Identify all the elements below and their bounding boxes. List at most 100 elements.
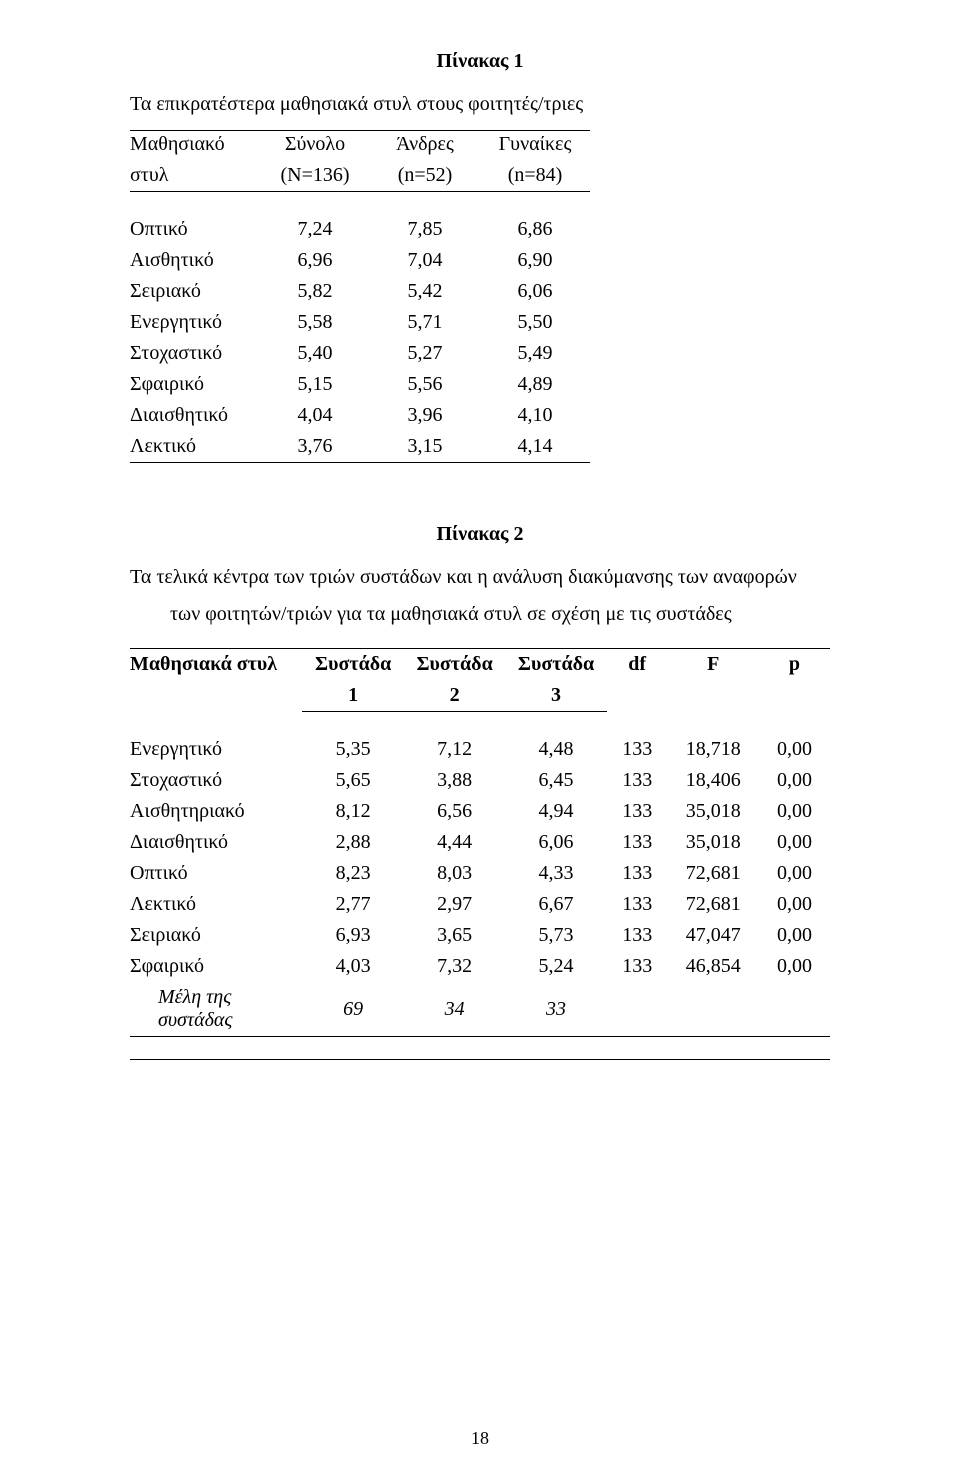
t2-cell: 35,018: [668, 796, 759, 827]
t2-cell: 133: [607, 889, 668, 920]
t2-cell: 3,88: [404, 765, 505, 796]
t1-cell: Οπτικό: [130, 214, 260, 245]
t2-head-c7: p: [759, 649, 830, 712]
t2-head-c4b: 3: [505, 680, 606, 712]
t1-head-c3a: Άνδρες: [370, 131, 480, 161]
t2-cell: 7,12: [404, 734, 505, 765]
t1-cell: 5,82: [260, 276, 370, 307]
t2-head-c4a: Συστάδα: [505, 649, 606, 681]
t1-cell: Ενεργητικό: [130, 307, 260, 338]
t1-cell: 5,56: [370, 369, 480, 400]
table2-subtitle-line1: Τα τελικά κέντρα των τριών συστάδων και …: [130, 566, 830, 589]
t2-cell: 0,00: [759, 951, 830, 982]
t2-footer-cell: 69: [302, 982, 403, 1037]
t1-cell: 5,50: [480, 307, 590, 338]
t2-cell: 0,00: [759, 765, 830, 796]
t2-cell: 5,35: [302, 734, 403, 765]
t2-cell: 6,93: [302, 920, 403, 951]
t1-row: Οπτικό 7,24 7,85 6,86: [130, 214, 590, 245]
t2-cell: 0,00: [759, 827, 830, 858]
t2-cell: 8,23: [302, 858, 403, 889]
page: Πίνακας 1 Τα επικρατέστερα μαθησιακά στυ…: [0, 0, 960, 1477]
t1-head-c1a: Μαθησιακό: [130, 131, 260, 161]
t2-cell: 72,681: [668, 889, 759, 920]
t2-row: Σφαιρικό 4,03 7,32 5,24 133 46,854 0,00: [130, 951, 830, 982]
t2-cell: Στοχαστικό: [130, 765, 302, 796]
t1-cell: Στοχαστικό: [130, 338, 260, 369]
t1-row: Ενεργητικό 5,58 5,71 5,50: [130, 307, 590, 338]
t2-row: Αισθητηριακό 8,12 6,56 4,94 133 35,018 0…: [130, 796, 830, 827]
t2-head-c1: Μαθησιακά στυλ: [130, 649, 302, 712]
t2-cell: Οπτικό: [130, 858, 302, 889]
t1-cell: 4,14: [480, 431, 590, 463]
t2-row: Ενεργητικό 5,35 7,12 4,48 133 18,718 0,0…: [130, 734, 830, 765]
t2-footer-cell: 34: [404, 982, 505, 1037]
t1-cell: Αισθητικό: [130, 245, 260, 276]
t1-row: Λεκτικό 3,76 3,15 4,14: [130, 431, 590, 463]
t1-cell: Διαισθητικό: [130, 400, 260, 431]
t1-cell: 6,86: [480, 214, 590, 245]
t2-cell: Σειριακό: [130, 920, 302, 951]
t1-cell: 7,04: [370, 245, 480, 276]
t1-cell: 3,76: [260, 431, 370, 463]
t1-row: Στοχαστικό 5,40 5,27 5,49: [130, 338, 590, 369]
t2-footer-cell: 33: [505, 982, 606, 1037]
t2-cell: 2,97: [404, 889, 505, 920]
t2-cell: 6,56: [404, 796, 505, 827]
t1-cell: 6,90: [480, 245, 590, 276]
t1-cell: 6,06: [480, 276, 590, 307]
t2-head-c3a: Συστάδα: [404, 649, 505, 681]
t2-row: Λεκτικό 2,77 2,97 6,67 133 72,681 0,00: [130, 889, 830, 920]
t2-cell: 133: [607, 951, 668, 982]
t2-cell: 2,77: [302, 889, 403, 920]
t1-head-c2b: (N=136): [260, 160, 370, 192]
t1-row: Σφαιρικό 5,15 5,56 4,89: [130, 369, 590, 400]
t2-cell: 7,32: [404, 951, 505, 982]
t1-row: Αισθητικό 6,96 7,04 6,90: [130, 245, 590, 276]
t1-cell: 5,71: [370, 307, 480, 338]
t1-head-c4a: Γυναίκες: [480, 131, 590, 161]
t2-cell: 133: [607, 796, 668, 827]
t1-cell: Σειριακό: [130, 276, 260, 307]
t2-cell: 8,03: [404, 858, 505, 889]
t2-cell: 5,65: [302, 765, 403, 796]
t2-cell: 47,047: [668, 920, 759, 951]
t2-cell: 4,03: [302, 951, 403, 982]
t1-cell: 4,10: [480, 400, 590, 431]
t1-cell: 7,24: [260, 214, 370, 245]
t1-head-c3b: (n=52): [370, 160, 480, 192]
t2-cell: 2,88: [302, 827, 403, 858]
t1-cell: 5,40: [260, 338, 370, 369]
t1-cell: 5,49: [480, 338, 590, 369]
t1-cell: 5,15: [260, 369, 370, 400]
table1-subtitle: Τα επικρατέστερα μαθησιακά στυλ στους φο…: [130, 93, 830, 116]
table2-subtitle-line2: των φοιτητών/τριών για τα μαθησιακά στυλ…: [130, 603, 830, 626]
t1-head-c2a: Σύνολο: [260, 131, 370, 161]
t1-cell: 7,85: [370, 214, 480, 245]
t2-cell: 133: [607, 765, 668, 796]
t2-row: Στοχαστικό 5,65 3,88 6,45 133 18,406 0,0…: [130, 765, 830, 796]
table1-title: Πίνακας 1: [130, 50, 830, 73]
t2-cell: 0,00: [759, 734, 830, 765]
t2-cell: Λεκτικό: [130, 889, 302, 920]
t2-cell: 6,45: [505, 765, 606, 796]
t1-row: Σειριακό 5,82 5,42 6,06: [130, 276, 590, 307]
t1-cell: 6,96: [260, 245, 370, 276]
page-number: 18: [0, 1428, 960, 1449]
t1-cell: 5,27: [370, 338, 480, 369]
t2-cell: 133: [607, 858, 668, 889]
t2-row: Διαισθητικό 2,88 4,44 6,06 133 35,018 0,…: [130, 827, 830, 858]
t2-cell: Ενεργητικό: [130, 734, 302, 765]
t2-head-c5: df: [607, 649, 668, 712]
t2-cell: 6,06: [505, 827, 606, 858]
t1-cell: 4,04: [260, 400, 370, 431]
t1-cell: Λεκτικό: [130, 431, 260, 463]
t2-cell: 0,00: [759, 796, 830, 827]
t2-cell: Σφαιρικό: [130, 951, 302, 982]
table1: Μαθησιακό Σύνολο Άνδρες Γυναίκες στυλ (N…: [130, 130, 590, 463]
t2-cell: 4,48: [505, 734, 606, 765]
t1-cell: 5,42: [370, 276, 480, 307]
t1-cell: 3,15: [370, 431, 480, 463]
t2-cell: 133: [607, 734, 668, 765]
t2-cell: 72,681: [668, 858, 759, 889]
